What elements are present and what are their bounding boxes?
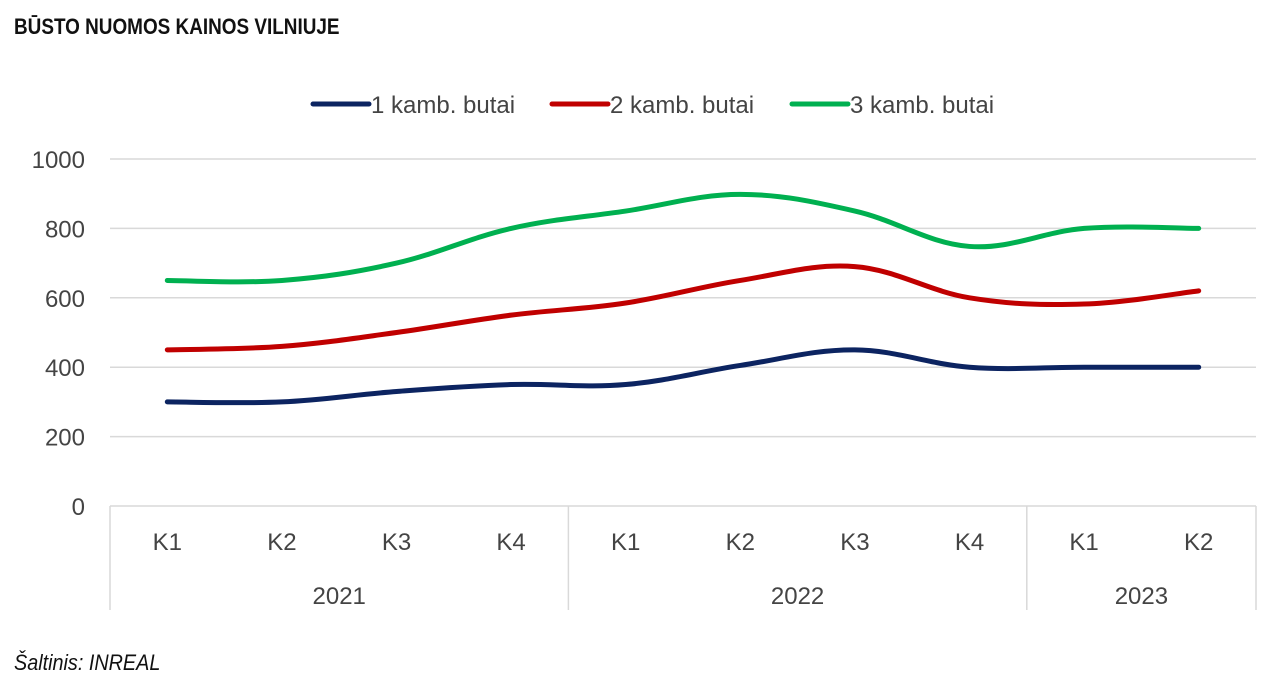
y-axis-ticks: 0 200 400 600 800 1000 — [32, 147, 85, 521]
y-tick-label: 1000 — [32, 147, 85, 174]
legend-label: 1 kamb. butai — [371, 92, 515, 119]
x-tick-label: K2 — [267, 529, 296, 556]
x-tick-label: K1 — [153, 529, 182, 556]
x-tick-label: K1 — [1069, 529, 1098, 556]
x-tick-label: K2 — [1184, 529, 1213, 556]
y-tick-label: 0 — [72, 494, 85, 521]
legend-label: 3 kamb. butai — [850, 92, 994, 119]
x-group-label: 2023 — [1115, 583, 1168, 610]
x-tick-label: K2 — [726, 529, 755, 556]
x-tick-label: K3 — [382, 529, 411, 556]
legend-label: 2 kamb. butai — [610, 92, 754, 119]
x-tick-label: K3 — [840, 529, 869, 556]
x-group-label: 2021 — [313, 583, 366, 610]
legend: 1 kamb. butai 2 kamb. butai 3 kamb. butai — [310, 92, 994, 119]
y-tick-label: 200 — [45, 425, 85, 452]
x-tick-label: K1 — [611, 529, 640, 556]
y-tick-label: 600 — [45, 286, 85, 313]
x-group-label: 2022 — [771, 583, 824, 610]
y-tick-label: 800 — [45, 216, 85, 243]
gridlines — [110, 158, 1256, 507]
source-note: Šaltinis: INREAL — [14, 650, 161, 675]
series-line-3 — [164, 191, 1202, 285]
x-tick-label: K4 — [496, 529, 525, 556]
series-lines — [164, 191, 1202, 406]
series-line-2 — [164, 263, 1202, 353]
x-tick-label: K4 — [955, 529, 984, 556]
x-axis: K1 K2 K3 K4 K1 K2 K3 K4 K1 K2 2021 2022 2023 — [109, 506, 1257, 610]
y-tick-label: 400 — [45, 355, 85, 382]
chart-title: BŪSTO NUOMOS KAINOS VILNIUJE — [14, 14, 340, 39]
series-line-1 — [164, 347, 1202, 406]
